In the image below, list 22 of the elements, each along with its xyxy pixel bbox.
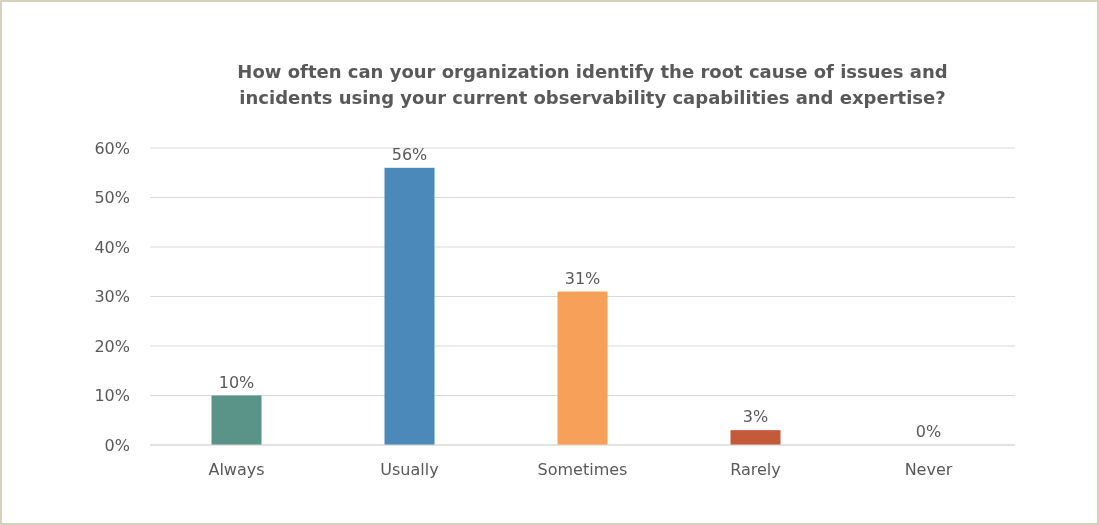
data-label: 56%	[391, 144, 428, 164]
data-label: 31%	[564, 268, 601, 288]
x-tick-label: Usually	[380, 460, 439, 479]
y-tick-label: 60%	[94, 138, 130, 158]
y-tick-label: 0%	[104, 435, 130, 455]
x-tick-label: Sometimes	[537, 460, 628, 479]
bar	[557, 291, 608, 445]
y-tick-label: 10%	[94, 386, 130, 406]
chart-title: How often can your organization identify the root cause of issues and incidents using your current observability capabilities and expertise?	[237, 61, 948, 108]
bar	[730, 430, 781, 445]
y-tick-label: 50%	[94, 188, 130, 208]
y-tick-label: 40%	[94, 237, 130, 257]
data-label: 3%	[742, 407, 769, 427]
y-tick-label: 20%	[94, 336, 130, 356]
x-tick-label: Always	[208, 460, 265, 479]
x-tick-label: Rarely	[730, 460, 781, 479]
x-tick-label: Never	[904, 460, 953, 479]
bar	[211, 395, 262, 445]
data-label: 10%	[218, 372, 255, 392]
data-label: 0%	[915, 422, 942, 441]
bar	[384, 167, 435, 445]
y-tick-label: 30%	[94, 287, 130, 307]
